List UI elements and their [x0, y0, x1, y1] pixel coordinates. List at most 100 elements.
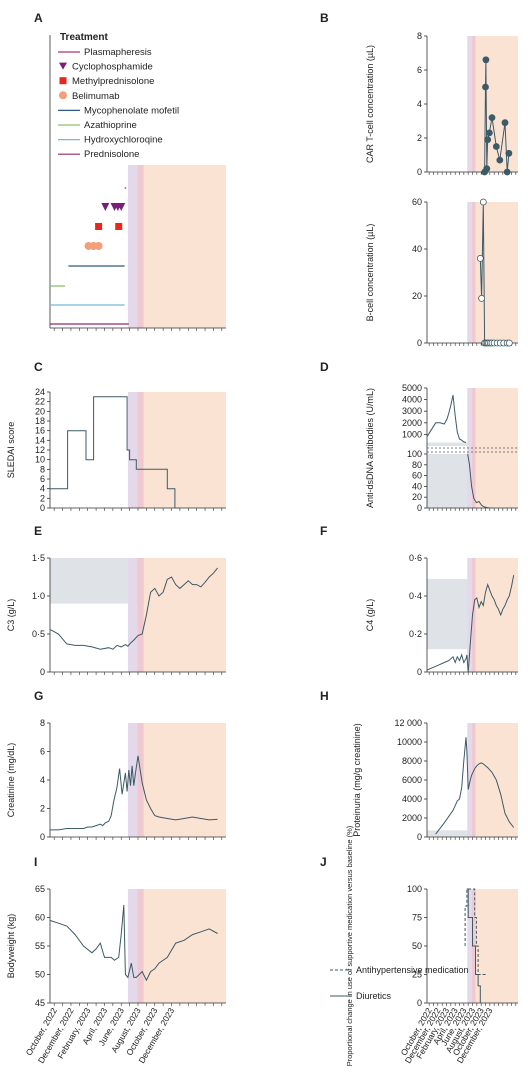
- y-tick-label: 8: [417, 31, 422, 41]
- y-tick-label: 40: [412, 481, 422, 491]
- shade-pink: [137, 558, 144, 672]
- y-tick-label: 20: [412, 492, 422, 502]
- methylprednisolone-dose: [115, 223, 123, 230]
- y-tick-label: 60: [412, 197, 422, 207]
- y-tick-label: 45: [35, 998, 45, 1008]
- y-tick-label: 0·4: [409, 591, 422, 601]
- legend-entry: Azathioprine: [84, 120, 137, 131]
- y-tick-label: 80: [412, 460, 422, 470]
- y-tick-label: 0: [40, 667, 45, 677]
- belimumab-dose: [94, 242, 103, 250]
- series-line: [49, 904, 218, 982]
- y-tick-label: 8: [40, 464, 45, 474]
- data-point: [496, 156, 504, 164]
- panel-f: 0 0·2 0·4 0·6 C4 (g/L): [365, 553, 518, 677]
- y-tick-label: 2000: [402, 813, 422, 823]
- y-tick-label: 12 000: [394, 718, 422, 728]
- panel-label-E: E: [34, 524, 42, 538]
- y-tick-label: 2: [40, 493, 45, 503]
- y-axis-label: CAR T-cell concentration (µL): [365, 45, 375, 163]
- shade-pink: [137, 723, 144, 837]
- y-tick-label: 1·0: [32, 591, 45, 601]
- y-tick-label: 0: [417, 338, 422, 348]
- shade-orange: [143, 889, 226, 1003]
- legend-marker-square: [59, 77, 67, 85]
- y-tick-label: 20: [35, 406, 45, 416]
- legend-entry: Prednisolone: [84, 149, 139, 160]
- panel-b2: 0 20 40 60 B-cell concentration (µL): [365, 197, 518, 348]
- legend-marker-triangle: [59, 62, 67, 70]
- y-tick-label: 10000: [397, 737, 422, 747]
- shade-purple: [467, 558, 473, 672]
- panel-j: 0 25 50 75 100 Proportional change in use of …: [330, 825, 518, 1066]
- y-tick-label: 100: [407, 449, 422, 459]
- y-tick-label: 0: [417, 667, 422, 677]
- y-tick-label: 1000: [402, 429, 422, 439]
- shade-purple: [467, 723, 473, 837]
- y-tick-label: 0: [417, 832, 422, 842]
- data-point: [478, 294, 486, 302]
- legend-entry: Methylprednisolone: [72, 76, 154, 87]
- y-tick-label: 4000: [402, 395, 422, 405]
- cyclophosphamide-dose: [117, 203, 126, 211]
- y-axis-label: Creatinine (mg/dL): [6, 743, 16, 818]
- shade-orange: [143, 558, 226, 672]
- series-line: [484, 59, 510, 173]
- legend-entry: Cyclophosphamide: [72, 62, 153, 73]
- panel-label-H: H: [320, 689, 329, 703]
- y-tick-label: 0·2: [409, 629, 422, 639]
- shade-orange: [475, 558, 518, 672]
- shade-pink: [137, 392, 144, 508]
- shade-purple: [467, 388, 473, 508]
- legend-entry: Antihypertensive medication: [356, 965, 469, 975]
- data-point: [483, 165, 491, 173]
- y-axis-label: C3 (g/L): [6, 599, 16, 632]
- data-point: [492, 143, 500, 150]
- y-axis-label: SLEDAI score: [6, 422, 16, 479]
- y-tick-label: 50: [35, 970, 45, 980]
- y-axis-label: Proteinuria (mg/g creatinine): [352, 723, 362, 837]
- y-tick-label: 0: [40, 832, 45, 842]
- y-tick-label: 8000: [402, 756, 422, 766]
- data-point: [503, 168, 511, 176]
- y-tick-label: 14: [35, 435, 45, 445]
- shade-purple: [127, 165, 138, 328]
- y-tick-label: 16: [35, 426, 45, 436]
- legend-entry: Plasmapheresis: [84, 47, 152, 58]
- y-tick-label: 2: [417, 133, 422, 143]
- y-tick-label: 0: [417, 167, 422, 177]
- legend-title: Treatment: [60, 32, 108, 43]
- y-tick-label: 4000: [402, 794, 422, 804]
- y-tick-label: 60: [35, 913, 45, 923]
- series-line: [426, 575, 515, 673]
- y-tick-label: 0·6: [409, 553, 422, 563]
- series-line: [467, 453, 493, 509]
- y-tick-label: 4: [40, 775, 45, 785]
- series-line: [435, 737, 515, 835]
- y-tick-label: 4: [40, 484, 45, 494]
- y-tick-label: 0: [40, 503, 45, 513]
- y-tick-label: 20: [412, 291, 422, 301]
- panel-label-B: B: [320, 11, 329, 25]
- y-tick-label: 60: [412, 471, 422, 481]
- shade-purple: [127, 723, 138, 837]
- y-axis-label: C4 (g/L): [365, 599, 375, 632]
- data-point: [505, 149, 513, 157]
- y-tick-label: 50: [412, 941, 422, 951]
- y-tick-label: 6: [417, 65, 422, 75]
- panel-h: 0 2000 4000 6000 8000 10000 12 000 Proteinuria …: [352, 718, 518, 842]
- y-axis-label: Proportional change in use of supportive…: [345, 825, 354, 1066]
- data-point: [484, 136, 492, 144]
- y-tick-label: 0·5: [32, 629, 45, 639]
- panel-label-A: A: [34, 11, 43, 25]
- y-tick-label: 3000: [402, 406, 422, 416]
- series-line: [426, 394, 467, 443]
- y-axis-label: Anti-dsDNA antibodies (U/mL): [365, 388, 375, 508]
- y-tick-label: 0: [417, 998, 422, 1008]
- y-tick-label: 25: [412, 970, 422, 980]
- y-tick-label: 18: [35, 416, 45, 426]
- shade-purple: [127, 889, 138, 1003]
- panel-label-G: G: [34, 689, 43, 703]
- shade-orange: [143, 392, 226, 508]
